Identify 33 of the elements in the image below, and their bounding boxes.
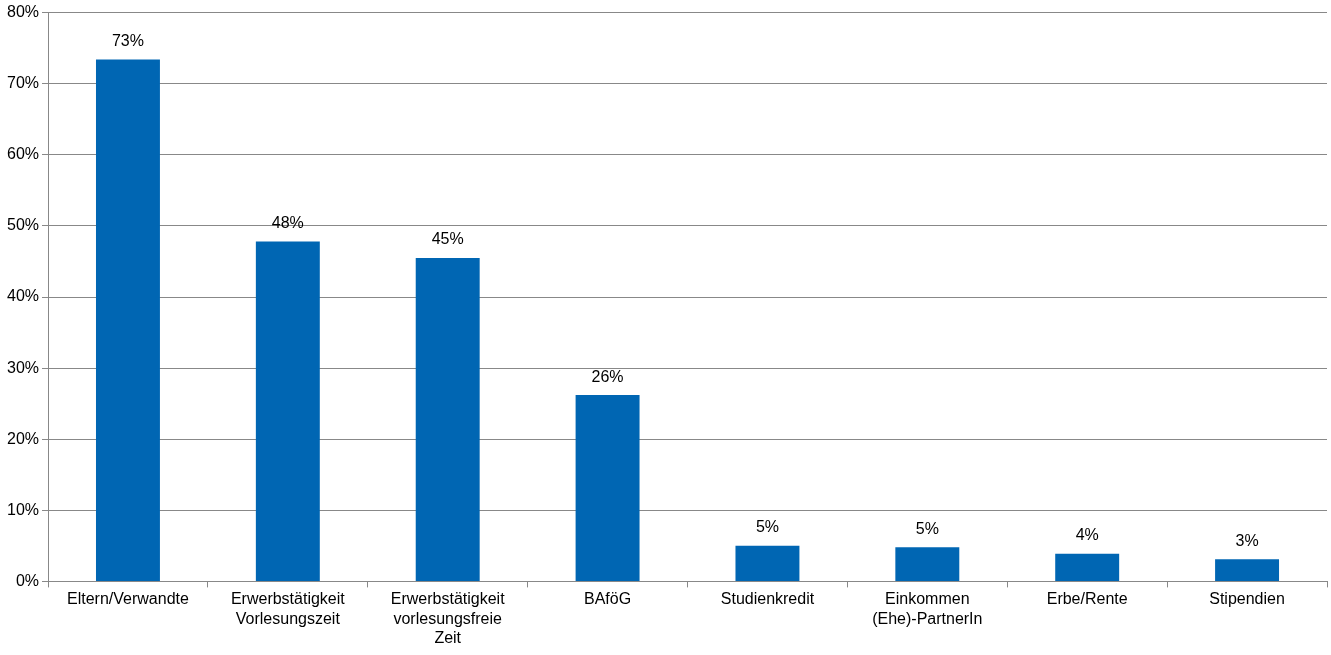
bar: [1215, 559, 1280, 581]
bar: [575, 395, 640, 581]
y-tick-label: 20%: [6, 429, 40, 447]
bar: [415, 257, 480, 581]
data-label: 26%: [591, 367, 624, 385]
y-tick-label: 40%: [6, 287, 40, 305]
y-tick-label: 80%: [6, 3, 40, 21]
x-tick-label: Erwerbstätigkeit Vorlesungszeit: [230, 590, 346, 627]
x-tick-label: Einkommen (Ehe)-PartnerIn: [872, 590, 983, 627]
x-tick-label: Studienkredit: [720, 590, 815, 608]
y-tick-label: 30%: [6, 358, 40, 376]
data-label: 73%: [111, 31, 144, 49]
data-label: 5%: [915, 519, 939, 537]
y-tick-label: 50%: [6, 216, 40, 234]
y-tick-label: 0%: [15, 571, 40, 589]
bar: [895, 547, 960, 581]
y-tick-label: 10%: [6, 500, 40, 518]
x-tick-label: BAföG: [584, 590, 632, 608]
x-tick-label: Erwerbstätigkeit vorlesungsfreie Zeit: [390, 590, 506, 646]
y-tick-label: 70%: [6, 74, 40, 92]
data-label: 45%: [431, 230, 464, 248]
x-tick-label: Eltern/Verwandte: [67, 590, 189, 608]
bar: [735, 545, 800, 581]
data-label: 48%: [271, 213, 304, 231]
x-tick-label: Stipendien: [1209, 590, 1285, 608]
x-tick-label: Erbe/Rente: [1046, 590, 1128, 608]
bar: [255, 241, 320, 581]
y-tick-label: 60%: [6, 145, 40, 163]
data-label: 5%: [755, 518, 780, 536]
bar: [1055, 553, 1120, 581]
data-label: 4%: [1075, 526, 1099, 544]
data-label: 3%: [1235, 531, 1259, 549]
bar: [95, 59, 160, 581]
